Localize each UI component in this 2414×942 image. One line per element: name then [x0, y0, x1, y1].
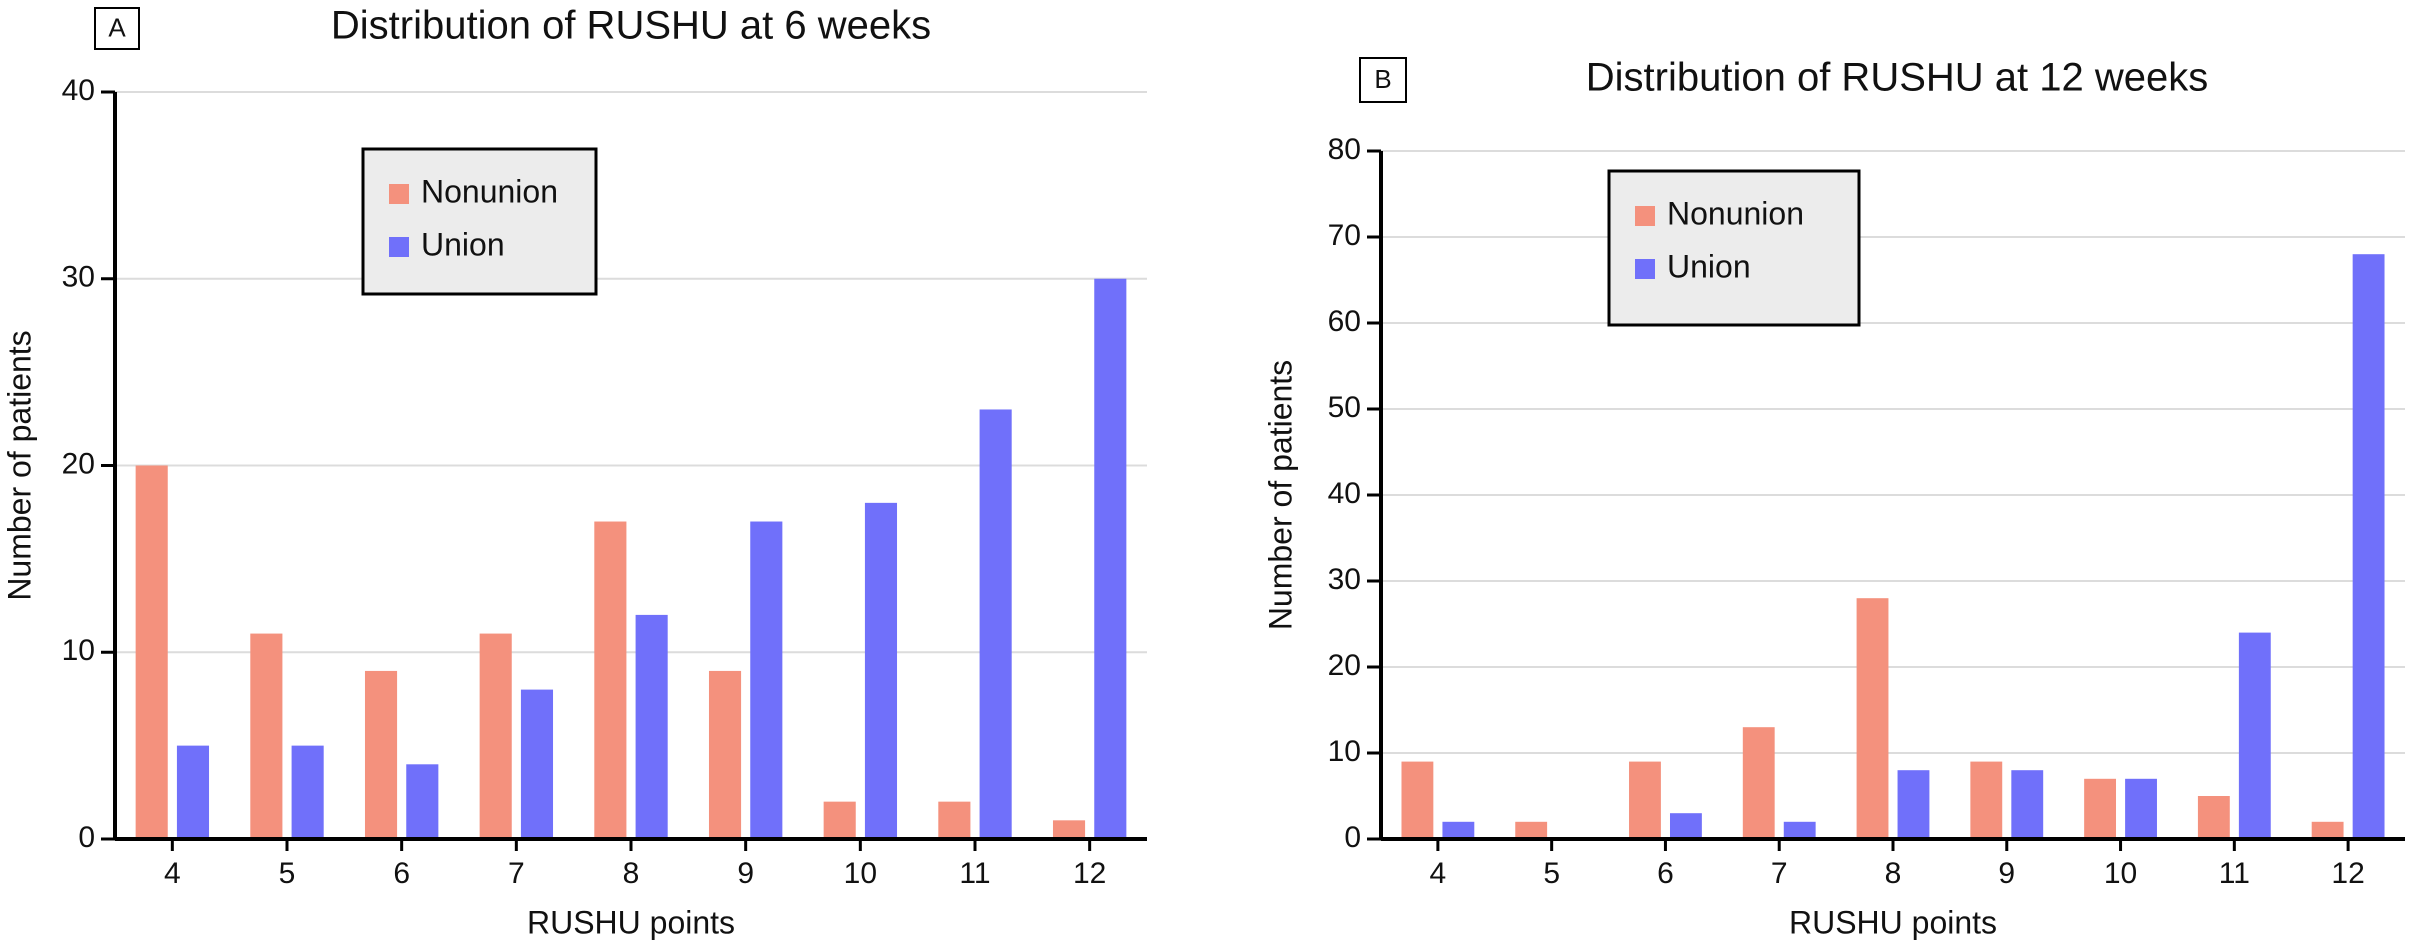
x-axis-label: RUSHU points: [527, 904, 735, 940]
legend-swatch: [1635, 206, 1655, 226]
legend-swatch: [389, 184, 409, 204]
x-tick-label: 4: [1430, 857, 1447, 890]
bar: [250, 633, 283, 839]
legend-box: [361, 147, 598, 296]
y-tick-label: 0: [1344, 821, 1361, 854]
panel-label: A: [108, 12, 126, 42]
bar: [1442, 821, 1475, 839]
y-tick-label: 70: [1328, 219, 1361, 252]
bar: [1094, 278, 1127, 839]
x-tick-label: 11: [959, 857, 990, 890]
y-axis-label: Number of patients: [1, 330, 37, 600]
bar: [2238, 632, 2271, 839]
bar: [635, 614, 668, 839]
legend-label: Nonunion: [421, 173, 558, 209]
x-tick-label: 6: [1657, 857, 1674, 890]
y-tick-label: 60: [1328, 305, 1361, 338]
x-axis-label: RUSHU points: [1789, 904, 1997, 940]
x-tick-label: 7: [1771, 857, 1788, 890]
bar: [2311, 821, 2344, 839]
bar: [479, 633, 512, 839]
x-tick-label: 7: [508, 857, 525, 890]
bar: [406, 764, 439, 839]
x-tick-label: 10: [844, 857, 877, 890]
legend-swatch: [389, 237, 409, 257]
legend-box: [1607, 169, 1861, 327]
x-tick-label: 12: [1073, 857, 1106, 890]
x-tick-label: 5: [279, 857, 296, 890]
x-tick-label: 9: [1998, 857, 2015, 890]
bar: [135, 465, 168, 839]
bar: [594, 521, 627, 839]
bar: [1856, 598, 1889, 839]
bar: [979, 409, 1012, 839]
legend-label: Union: [421, 226, 505, 262]
y-tick-label: 10: [1328, 735, 1361, 768]
bar: [2125, 778, 2157, 839]
bar: [938, 801, 971, 839]
y-tick-label: 20: [62, 447, 95, 480]
bar: [364, 670, 398, 839]
x-tick-label: 9: [737, 857, 754, 890]
bar: [708, 670, 742, 839]
bar: [1401, 761, 1434, 839]
bar: [176, 745, 210, 839]
bar: [1897, 770, 1930, 839]
y-tick-label: 50: [1328, 391, 1361, 424]
chart-title: Distribution of RUSHU at 12 weeks: [1586, 56, 2208, 100]
chart-title: Distribution of RUSHU at 6 weeks: [331, 4, 931, 48]
x-tick-label: 8: [623, 857, 640, 890]
bar: [520, 689, 554, 839]
y-axis-label: Number of patients: [1262, 360, 1298, 630]
panel-label-box: [94, 7, 140, 50]
bar: [864, 502, 898, 839]
bar: [1515, 821, 1548, 839]
y-tick-label: 20: [1328, 649, 1361, 682]
panel-label-box: [1359, 57, 1407, 103]
y-tick-label: 30: [62, 261, 95, 294]
y-tick-label: 80: [1328, 133, 1361, 166]
x-tick-label: 5: [1543, 857, 1560, 890]
x-tick-label: 11: [2219, 857, 2250, 890]
x-tick-label: 4: [164, 857, 181, 890]
bar: [2352, 254, 2385, 839]
x-tick-label: 12: [2331, 857, 2364, 890]
bar: [2084, 778, 2117, 839]
bar: [1783, 821, 1816, 839]
bar: [823, 801, 856, 839]
bar: [1669, 813, 1702, 839]
legend-label: Union: [1667, 248, 1751, 284]
bar: [291, 745, 324, 839]
bar: [1629, 761, 1661, 839]
y-tick-label: 0: [78, 821, 95, 854]
x-tick-label: 10: [2104, 857, 2137, 890]
panel-label: B: [1374, 64, 1391, 94]
x-tick-label: 6: [393, 857, 410, 890]
bar: [2011, 770, 2044, 839]
legend-swatch: [1635, 259, 1655, 279]
y-tick-label: 40: [62, 74, 95, 107]
bar: [2197, 796, 2230, 839]
y-tick-label: 10: [62, 634, 95, 667]
bar: [750, 521, 783, 839]
x-tick-label: 8: [1885, 857, 1902, 890]
y-tick-label: 30: [1328, 563, 1361, 596]
bar: [1052, 820, 1086, 839]
bar: [1970, 761, 2003, 839]
legend-label: Nonunion: [1667, 195, 1804, 231]
bar: [1742, 727, 1775, 839]
y-tick-label: 40: [1328, 477, 1361, 510]
